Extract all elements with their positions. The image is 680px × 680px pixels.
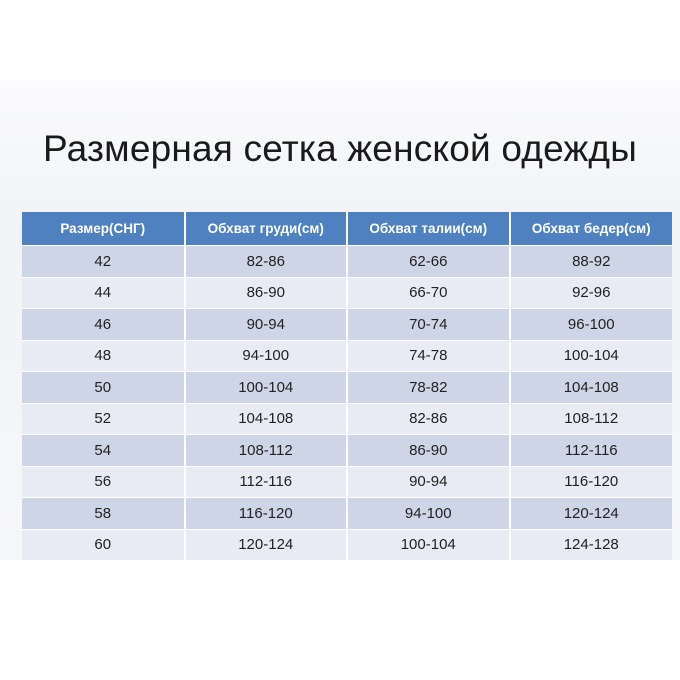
table-row: 58 116-120 94-100 120-124: [22, 497, 672, 529]
table-cell: 56: [22, 465, 186, 498]
column-header: Обхват бедер(см): [509, 212, 672, 246]
table-cell: 108-112: [184, 434, 348, 466]
table-cell: 86-90: [184, 276, 348, 309]
table-row: 50 100-104 78-82 104-108: [22, 371, 672, 403]
column-header: Размер(СНГ): [22, 212, 186, 246]
table-cell: 54: [22, 434, 186, 466]
table-cell: 48: [22, 339, 186, 372]
table-cell: 78-82: [347, 371, 511, 403]
table-row: 44 86-90 66-70 92-96: [22, 276, 672, 309]
table-cell: 116-120: [184, 497, 348, 529]
table-cell: 100-104: [184, 371, 348, 403]
table-cell: 100-104: [509, 339, 672, 372]
column-header: Обхват груди(см): [184, 212, 348, 246]
table-cell: 94-100: [184, 339, 348, 372]
table-row: 52 104-108 82-86 108-112: [22, 402, 672, 435]
table-cell: 82-86: [184, 245, 348, 277]
column-header: Обхват талии(см): [347, 212, 511, 246]
table-cell: 124-128: [509, 528, 672, 560]
table-cell: 90-94: [347, 465, 511, 498]
table-row: 54 108-112 86-90 112-116: [22, 434, 672, 466]
table-cell: 120-124: [509, 497, 672, 529]
table-cell: 104-108: [184, 402, 348, 435]
table-cell: 42: [22, 245, 186, 277]
table-cell: 112-116: [184, 465, 348, 498]
table-cell: 50: [22, 371, 186, 403]
table-cell: 96-100: [509, 308, 672, 340]
page-title: Размерная сетка женской одежды: [43, 128, 637, 169]
table-cell: 120-124: [184, 528, 348, 560]
table-cell: 86-90: [347, 434, 511, 466]
table-cell: 92-96: [509, 276, 672, 309]
table-cell: 88-92: [509, 245, 672, 277]
header-row: Размер(СНГ) Обхват груди(см) Обхват талии(…: [22, 212, 672, 246]
table-cell: 108-112: [509, 402, 672, 435]
table-row: 46 90-94 70-74 96-100: [22, 308, 672, 340]
table-cell: 100-104: [347, 528, 511, 560]
table-row: 42 82-86 62-66 88-92: [22, 245, 672, 277]
table-row: 56 112-116 90-94 116-120: [22, 465, 672, 498]
table-cell: 82-86: [347, 402, 511, 435]
size-table: Размер(СНГ) Обхват груди(см) Обхват талии(…: [22, 212, 672, 560]
table-cell: 74-78: [347, 339, 511, 372]
table-row: 48 94-100 74-78 100-104: [22, 339, 672, 372]
table-cell: 60: [22, 528, 186, 560]
table-cell: 52: [22, 402, 186, 435]
table-cell: 94-100: [347, 497, 511, 529]
table-cell: 90-94: [184, 308, 348, 340]
table-cell: 112-116: [509, 434, 672, 466]
table-cell: 62-66: [347, 245, 511, 277]
table-cell: 58: [22, 497, 186, 529]
table-cell: 66-70: [347, 276, 511, 309]
table-row: 60 120-124 100-104 124-128: [22, 528, 672, 560]
table-cell: 70-74: [347, 308, 511, 340]
table-cell: 46: [22, 308, 186, 340]
table-cell: 104-108: [509, 371, 672, 403]
table-cell: 116-120: [509, 465, 672, 498]
table-cell: 44: [22, 276, 186, 309]
